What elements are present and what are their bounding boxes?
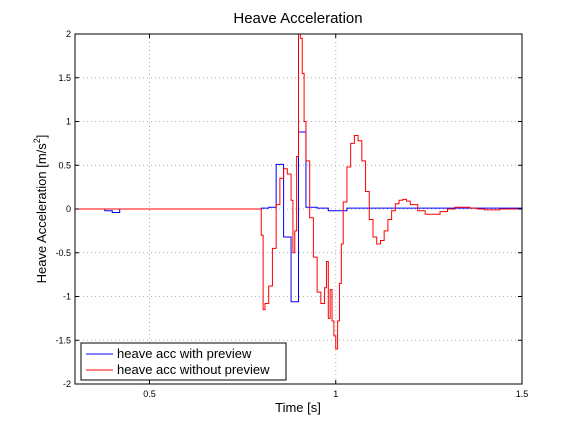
tick-layer: 0.5 1 1.5 -2 -1.5 -1 -0.5 0 0.5 1 1.5 2 (55, 29, 528, 399)
y-tick-label: 1.5 (58, 73, 71, 83)
x-axis-label: Time [s] (275, 400, 321, 415)
chart-title: Heave Acceleration (233, 10, 362, 27)
y-axis-label-text: Heave Acceleration [m/s2] (32, 135, 49, 284)
series-line-with-preview (75, 131, 522, 303)
y-axis-label-close: ] (34, 135, 49, 139)
x-tick-label: 1.5 (516, 389, 529, 399)
y-tick-label: 1 (66, 117, 71, 127)
x-tick-label: 1 (333, 389, 338, 399)
y-tick-label: -1.5 (55, 335, 71, 345)
legend-box (80, 342, 287, 381)
series-layer (75, 34, 522, 350)
legend-label-with-preview: heave acc with preview (117, 346, 252, 361)
y-tick-label: -2 (63, 379, 71, 389)
legend: heave acc with preview heave acc without… (80, 342, 287, 381)
y-axis-label-superscript: 2 (32, 138, 42, 143)
series-line-without-preview (75, 34, 522, 350)
y-axis-label-main: Heave Acceleration [m/s (34, 143, 49, 284)
y-tick-label: 0.5 (58, 160, 71, 170)
y-tick-label: -0.5 (55, 248, 71, 258)
y-tick-label: 2 (66, 29, 71, 39)
legend-label-without-preview: heave acc without preview (117, 362, 270, 377)
y-tick-label: -1 (63, 292, 71, 302)
x-tick-label: 0.5 (143, 389, 156, 399)
y-axis-label: Heave Acceleration [m/s2] (32, 135, 49, 284)
y-tick-label: 0 (66, 204, 71, 214)
